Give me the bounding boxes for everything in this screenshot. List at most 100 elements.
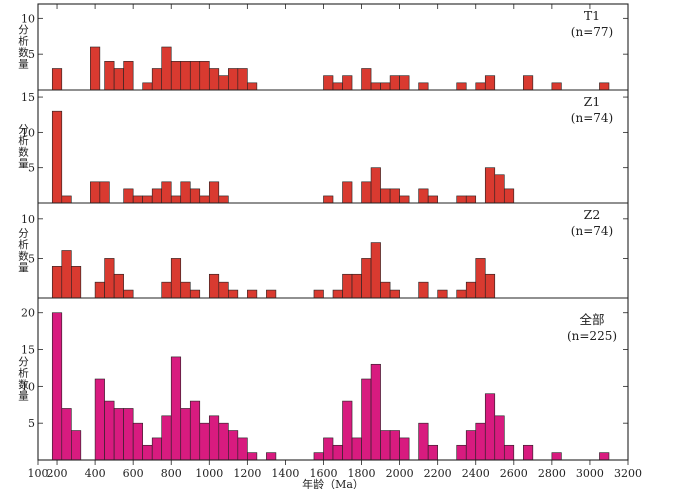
- bar-T1-675: [142, 82, 153, 91]
- bar-Z2-1675: [332, 289, 343, 299]
- bar-all-250: [61, 408, 72, 461]
- bar-T1-1225: [247, 82, 258, 91]
- bar-Z2-2425: [475, 258, 486, 299]
- bar-all-1175: [237, 437, 248, 461]
- bar-all-725: [151, 437, 163, 461]
- bar-T1-200: [51, 68, 63, 91]
- y-tick-label: 10: [21, 213, 35, 226]
- y-axis-label: 分析数量: [17, 356, 29, 402]
- y-tick-label: 5: [28, 252, 35, 265]
- x-tick-label: 1000: [195, 467, 223, 480]
- bar-all-625: [132, 422, 143, 461]
- bar-T1-1825: [361, 68, 372, 91]
- bar-all-300: [71, 430, 82, 461]
- x-tick-label: 100: [28, 467, 49, 480]
- bar-all-1925: [380, 430, 391, 461]
- x-tick-label: 3200: [614, 467, 642, 480]
- panel-Z1: 5 10 15 分析数量 Z1 (n=74): [17, 91, 628, 204]
- bar-Z2-200: [51, 266, 63, 299]
- bar-Z1-1825: [361, 181, 372, 204]
- bar-all-975: [199, 422, 210, 461]
- bar-T1-575: [123, 61, 134, 91]
- bar-Z2-575: [123, 289, 134, 299]
- bar-Z1-975: [199, 195, 210, 204]
- bar-T1-400: [90, 46, 101, 91]
- bar-all-1975: [389, 430, 400, 461]
- bar-all-925: [189, 400, 201, 461]
- bar-T1-2425: [475, 82, 486, 91]
- bar-all-2325: [456, 444, 467, 461]
- bar-all-475: [104, 400, 115, 461]
- bar-Z1-775: [161, 181, 172, 204]
- y-tick-label: 10: [21, 12, 35, 25]
- bar-Z1-1075: [218, 195, 229, 204]
- bar-T1-2675: [523, 75, 534, 91]
- bar-Z2-2375: [465, 281, 477, 299]
- bar-all-2125: [418, 422, 429, 461]
- bar-Z1-1925: [380, 188, 391, 204]
- bar-all-425: [94, 378, 105, 461]
- bar-Z2-1975: [389, 289, 400, 299]
- bar-all-1725: [342, 400, 353, 461]
- bar-Z2-2225: [437, 289, 448, 299]
- panel-label: Z2: [584, 207, 601, 222]
- bar-Z2-1575: [313, 289, 324, 299]
- bar-Z2-300: [71, 266, 82, 299]
- bar-Z1-250: [61, 195, 72, 204]
- bar-all-1125: [228, 430, 239, 461]
- bar-all-2525: [494, 415, 505, 461]
- x-tick-label: 2400: [462, 467, 490, 480]
- bar-all-2825: [551, 452, 562, 461]
- bar-all-825: [170, 356, 182, 461]
- y-tick-label: 10: [21, 126, 35, 139]
- bar-Z2-1925: [380, 281, 391, 299]
- x-tick-label: 400: [85, 467, 106, 480]
- bar-Z1-1875: [370, 167, 381, 204]
- bar-T1-1125: [228, 68, 239, 91]
- y-tick-label: 15: [21, 91, 35, 104]
- bar-Z1-825: [170, 195, 182, 204]
- bar-T1-775: [161, 46, 172, 91]
- bar-T1-2825: [551, 82, 562, 91]
- bar-Z2-1125: [228, 289, 239, 299]
- bar-all-2675: [523, 444, 534, 461]
- panel-count-label: (n=225): [567, 329, 617, 343]
- x-tick-label: 2000: [386, 467, 414, 480]
- bar-Z2-875: [180, 281, 191, 299]
- y-tick-label: 20: [21, 307, 35, 320]
- bar-T1-1025: [208, 68, 220, 91]
- x-tick-label: 2800: [538, 467, 566, 480]
- bar-T1-1975: [389, 75, 400, 91]
- bar-T1-2475: [484, 75, 496, 91]
- x-tick-label: 2600: [500, 467, 528, 480]
- bar-T1-975: [199, 61, 210, 91]
- bar-T1-925: [189, 61, 201, 91]
- bar-Z2-525: [113, 273, 124, 299]
- bar-T1-875: [180, 61, 191, 91]
- bar-T1-475: [104, 61, 115, 91]
- bar-Z1-2375: [465, 195, 477, 204]
- bar-Z1-1725: [342, 181, 353, 204]
- bar-all-3075: [599, 452, 610, 461]
- bar-T1-1875: [370, 82, 381, 91]
- bar-Z1-200: [51, 110, 63, 204]
- y-tick-label: 15: [21, 344, 35, 357]
- bar-Z2-2325: [456, 289, 467, 299]
- bar-Z2-2125: [418, 281, 429, 299]
- bar-T1-2125: [418, 82, 429, 91]
- bar-all-2425: [475, 422, 486, 461]
- x-tick-label: 2200: [424, 467, 452, 480]
- bar-T1-725: [151, 68, 163, 91]
- y-axis-label: 分析数量: [17, 24, 29, 70]
- panel-all: 5 10 15 20 分析数量 全部 (n=225): [17, 307, 628, 461]
- bar-Z2-1775: [351, 273, 362, 299]
- bar-Z1-1025: [208, 181, 220, 204]
- bar-all-1325: [266, 452, 277, 461]
- bar-T1-2025: [399, 75, 410, 91]
- bar-T1-1175: [237, 68, 248, 91]
- y-tick-label: 5: [28, 48, 35, 61]
- panel-Z2: 5 10 分析数量 Z2 (n=74): [17, 207, 628, 299]
- bar-all-875: [180, 408, 191, 461]
- bar-all-525: [113, 408, 124, 461]
